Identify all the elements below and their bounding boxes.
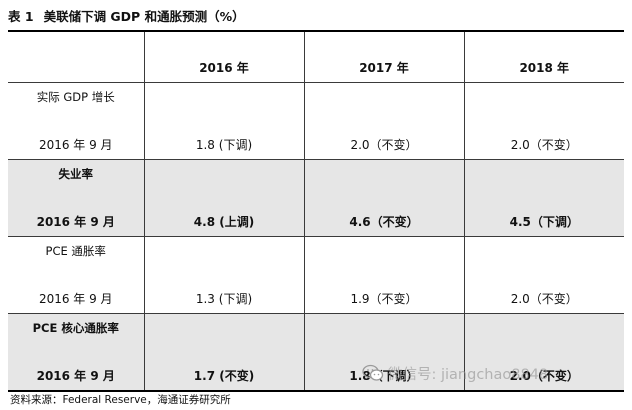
- table-row-core-pce: PCE 核心通胀率 2016 年 9 月 1.7 (不变) 1.8（下调） 2.…: [8, 313, 624, 392]
- value-cell: 1.8 (下调): [144, 82, 305, 160]
- header-2017: 2017 年: [359, 61, 409, 75]
- row-label-cell: PCE 通胀率 2016 年 9 月: [8, 236, 145, 314]
- metric-label: PCE 通胀率: [45, 244, 106, 258]
- value-2017: 4.6（不变）: [349, 215, 419, 229]
- table-row-gdp: 实际 GDP 增长 2016 年 9 月 1.8 (下调) 2.0（不变） 2.…: [8, 82, 624, 160]
- wechat-icon: [362, 364, 384, 381]
- table-row-unemployment: 失业率 2016 年 9 月 4.8 (上调) 4.6（不变） 4.5（下调）: [8, 159, 624, 237]
- value-2018: 2.0（不变）: [510, 138, 578, 152]
- value-2016: 1.7 (不变): [193, 369, 255, 383]
- metric-label: PCE 核心通胀率: [32, 321, 119, 335]
- forecast-date: 2016 年 9 月: [38, 138, 113, 152]
- table-number: 表 1: [8, 9, 34, 24]
- forecast-table: 2016 年 2017 年 2018 年 实际 GDP 增长 2016 年 9 …: [8, 32, 624, 392]
- header-cell-2017: 2017 年: [304, 32, 465, 83]
- value-2016: 4.8 (上调): [193, 215, 255, 229]
- value-cell: 1.9（不变）: [304, 236, 465, 314]
- metric-label: 实际 GDP 增长: [36, 90, 115, 104]
- value-2016: 1.8 (下调): [195, 138, 253, 152]
- value-cell: 4.5（下调）: [464, 159, 624, 237]
- header-cell-2018: 2018 年: [464, 32, 624, 83]
- forecast-date: 2016 年 9 月: [38, 292, 113, 306]
- header-row: 2016 年 2017 年 2018 年: [8, 32, 624, 83]
- value-2017: 1.9（不变）: [350, 292, 418, 306]
- value-cell: 1.7 (不变): [144, 313, 305, 392]
- value-cell: 2.0（不变）: [464, 313, 624, 392]
- value-cell: 2.0（不变）: [464, 236, 624, 314]
- watermark: 微信号: jiangchao8848: [362, 362, 548, 384]
- table-title-text: 美联储下调 GDP 和通胀预测（%）: [43, 9, 245, 24]
- value-cell: 2.0（不变）: [304, 82, 465, 160]
- header-2016: 2016 年: [199, 61, 249, 75]
- source-note: 资料来源：Federal Reserve，海通证券研究所: [10, 394, 231, 406]
- header-2018: 2018 年: [519, 61, 570, 75]
- top-rule: [8, 30, 624, 32]
- row-label-cell: PCE 核心通胀率 2016 年 9 月: [8, 313, 145, 392]
- row-label-cell: 实际 GDP 增长 2016 年 9 月: [8, 82, 145, 160]
- header-cell-2016: 2016 年: [144, 32, 305, 83]
- value-cell: 2.0（不变）: [464, 82, 624, 160]
- value-cell: 1.8（下调）: [304, 313, 465, 392]
- table-title: 表 1 美联储下调 GDP 和通胀预测（%）: [8, 6, 245, 28]
- forecast-date: 2016 年 9 月: [36, 369, 115, 383]
- value-2018: 2.0（不变）: [509, 369, 579, 383]
- header-cell-empty: [8, 32, 145, 83]
- value-cell: 1.3 (下调): [144, 236, 305, 314]
- value-2017: 1.8（下调）: [349, 369, 419, 383]
- metric-label: 失业率: [58, 167, 94, 181]
- value-2018: 4.5（下调）: [509, 215, 579, 229]
- watermark-text: 微信号: jiangchao8848: [388, 366, 549, 383]
- value-2017: 2.0（不变）: [350, 138, 418, 152]
- value-cell: 4.8 (上调): [144, 159, 305, 237]
- value-cell: 4.6（不变）: [304, 159, 465, 237]
- row-label-cell: 失业率 2016 年 9 月: [8, 159, 145, 237]
- value-2018: 2.0（不变）: [510, 292, 578, 306]
- table-row-pce: PCE 通胀率 2016 年 9 月 1.3 (下调) 1.9（不变） 2.0（…: [8, 236, 624, 314]
- forecast-date: 2016 年 9 月: [36, 215, 115, 229]
- value-2016: 1.3 (下调): [195, 292, 253, 306]
